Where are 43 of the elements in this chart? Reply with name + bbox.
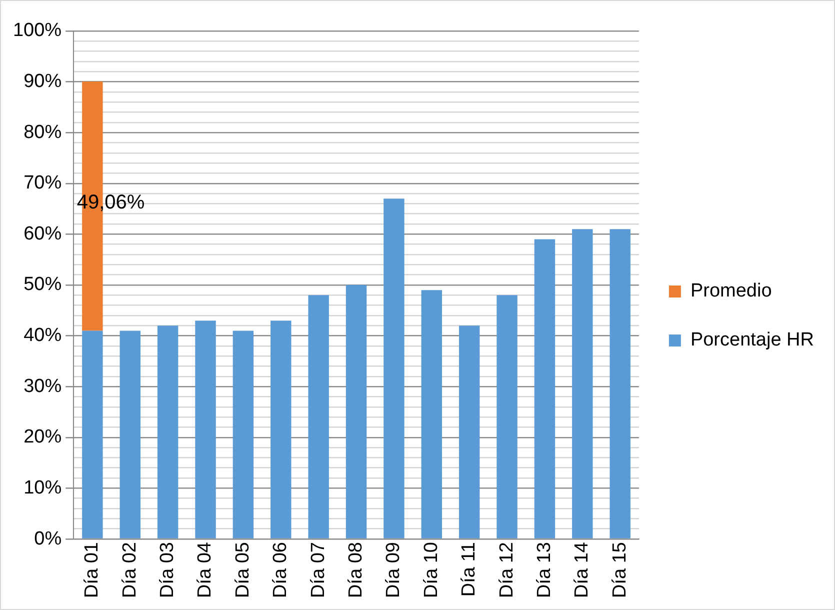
bar	[82, 330, 103, 538]
x-tick-label: Día 10	[420, 542, 442, 598]
y-tick-label: 10%	[24, 477, 62, 498]
bar	[232, 330, 254, 538]
bar	[534, 239, 556, 538]
x-tick-label: Día 06	[270, 542, 292, 598]
y-tick-label: 80%	[24, 122, 62, 143]
y-tick-label: 70%	[24, 172, 62, 194]
x-tick-label: Día 08	[346, 542, 367, 598]
y-tick-label: 100%	[12, 20, 62, 42]
bar	[157, 326, 178, 538]
x-tick-label: Día 11	[458, 542, 480, 597]
legend-label: Promedio	[690, 280, 772, 302]
y-tick-label: 60%	[24, 223, 62, 244]
y-tick-label: 50%	[24, 274, 62, 296]
y-tick-label: 0%	[34, 528, 62, 550]
bar	[421, 290, 442, 538]
bar	[384, 198, 404, 538]
x-tick-label: Día 12	[496, 542, 518, 598]
y-tick-label: 20%	[24, 426, 62, 448]
x-tick-label: Día 03	[157, 542, 178, 598]
x-tick-label: Día 01	[82, 542, 103, 598]
bar	[458, 326, 480, 538]
y-tick-label: 30%	[24, 376, 62, 397]
bar	[195, 320, 216, 538]
x-tick-label: Día 04	[194, 542, 216, 598]
x-tick-label: Día 09	[383, 542, 404, 598]
legend-label: Porcentaje HR	[690, 330, 814, 351]
bar	[496, 295, 518, 538]
bar	[572, 229, 593, 538]
x-tick-label: Día 15	[609, 542, 630, 598]
x-tick-label: Día 07	[308, 542, 329, 598]
x-tick-label: Día 05	[232, 542, 254, 598]
y-tick-label: 90%	[24, 71, 62, 92]
bar	[270, 320, 292, 538]
bar	[610, 229, 630, 538]
bar	[120, 330, 140, 538]
x-tick-label: Día 14	[572, 542, 593, 598]
y-tick-label: 40%	[24, 325, 62, 346]
bar	[308, 295, 329, 538]
x-tick-label: Día 13	[534, 542, 555, 598]
bar	[346, 285, 367, 538]
x-tick-label: Día 02	[119, 542, 140, 598]
